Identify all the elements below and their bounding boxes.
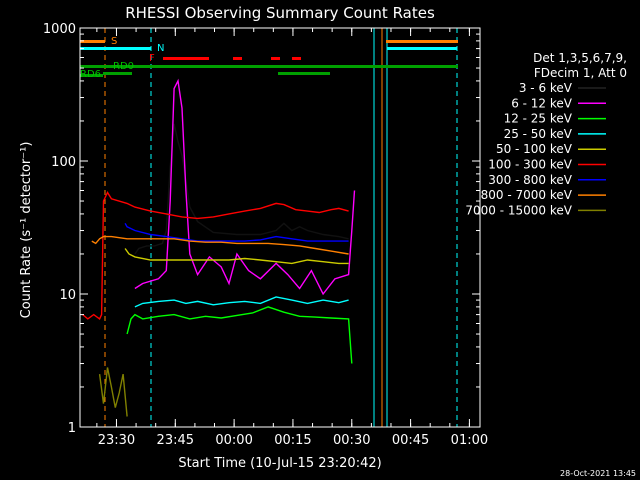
- saa-bar: [80, 40, 105, 43]
- x-tick-label: 00:00: [215, 433, 252, 448]
- legend-label-25-50-kev: 25 - 50 keV: [504, 127, 573, 141]
- legend-label-12-25-kev: 12 - 25 keV: [504, 112, 573, 126]
- series-line-25-50-kev: [134, 296, 349, 308]
- y-tick-label: 100: [51, 155, 76, 170]
- x-axis-label: Start Time (10-Jul-15 23:20:42): [178, 456, 381, 471]
- y-tick-label: 1: [68, 421, 76, 436]
- flare-bar: [271, 57, 280, 60]
- legend-label-100-300-kev: 100 - 300 keV: [488, 158, 572, 172]
- series-line-3-6-kev: [134, 123, 349, 255]
- x-tick-label: 00:45: [392, 433, 429, 448]
- series-line-100-300-kev: [82, 191, 349, 320]
- y-tick-label: 1000: [43, 22, 76, 37]
- series-line-300-800-kev: [124, 222, 349, 242]
- legend-label-50-100-kev: 50 - 100 keV: [496, 142, 573, 156]
- decimation-bar-rd6: [80, 74, 103, 77]
- saa-bar: [386, 40, 458, 43]
- x-tick-label: 00:15: [274, 433, 311, 448]
- legend-label-300-800-kev: 300 - 800 keV: [488, 173, 572, 187]
- y-tick-label: 10: [59, 288, 76, 303]
- legend-label-800-7000-kev: 800 - 7000 keV: [481, 188, 573, 202]
- series-line-50-100-kev: [124, 248, 349, 265]
- flare-bar: [163, 57, 209, 60]
- chart-title: RHESSI Observing Summary Count Rates: [125, 4, 435, 22]
- decimation-bar-rd0: [80, 65, 458, 68]
- decimation-bar-rd6: [103, 72, 132, 75]
- series-line-800-7000-kev: [91, 235, 349, 255]
- legend-label-7000-15000-kev: 7000 - 15000 keV: [465, 203, 572, 217]
- night-label: N: [157, 43, 164, 54]
- series-line-12-25-kev: [126, 306, 353, 364]
- night-bar: [387, 47, 457, 50]
- flare-bar: [292, 57, 301, 60]
- flare-bar: [233, 57, 242, 60]
- series-line-6-12-kev: [134, 78, 356, 296]
- legend-header-line-2: FDecim 1, Att 0: [534, 66, 627, 80]
- series-layer: [82, 78, 356, 417]
- legend-header-line-1: Det 1,3,5,6,7,9,: [533, 51, 627, 65]
- axes-layer: 1 10 100 1000 23:30 23:45 00:00 00:15 00:30 00:45…: [43, 22, 488, 448]
- status-overlay: S NF RD0 RD6: [80, 28, 458, 427]
- decimation-bar-rd6: [278, 72, 330, 75]
- night-bar: [80, 47, 151, 50]
- x-tick-label: 01:00: [451, 433, 488, 448]
- rd6-label: RD6: [80, 69, 101, 80]
- x-tick-label: 00:30: [333, 433, 370, 448]
- y-axis-label: Count Rate (s⁻¹ detector⁻¹): [19, 142, 34, 319]
- saa-label: S: [111, 36, 117, 47]
- x-tick-label: 23:45: [157, 433, 194, 448]
- legend-label-3-6-kev: 3 - 6 keV: [519, 81, 573, 95]
- flare-label: F: [149, 53, 155, 64]
- plot-frame: [79, 27, 481, 428]
- series-line-7000-15000-kev: [98, 367, 128, 417]
- rd0-label: RD0: [113, 61, 134, 72]
- x-tick-label: 23:30: [98, 433, 135, 448]
- legend-label-6-12-kev: 6 - 12 keV: [511, 96, 573, 110]
- generated-timestamp: 28-Oct-2021 13:45: [560, 469, 636, 478]
